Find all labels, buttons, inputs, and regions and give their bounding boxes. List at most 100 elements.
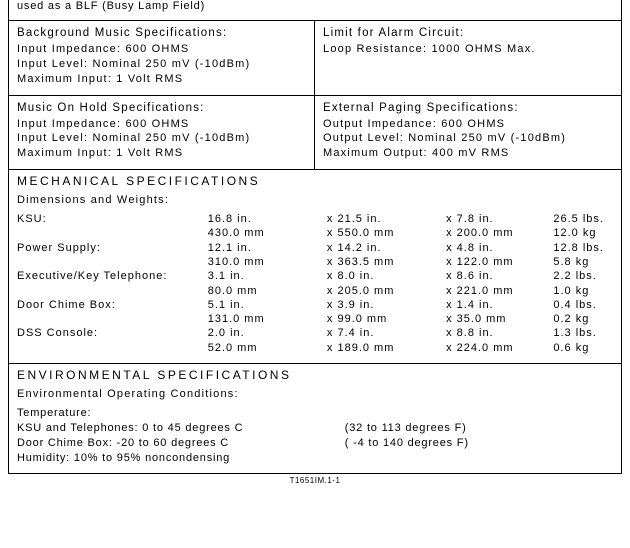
env-title: ENVIRONMENTAL SPECIFICATIONS — [17, 368, 613, 382]
alarm-cell: Limit for Alarm Circuit: Loop Resistance… — [315, 21, 621, 95]
paging-title: External Paging Specifications: — [323, 102, 613, 114]
env-cell: ENVIRONMENTAL SPECIFICATIONS Environment… — [9, 364, 621, 473]
item-name: Executive/Key Telephone: — [17, 269, 208, 283]
dim-a: 80.0 mm — [208, 284, 327, 298]
mech-cell: MECHANICAL SPECIFICATIONS Dimensions and… — [9, 170, 621, 363]
env-temp: Temperature: — [17, 406, 613, 421]
dim-a: 12.1 in. — [208, 241, 327, 255]
item-name — [17, 284, 208, 298]
dim-c: x 35.0 mm — [446, 312, 553, 326]
weight: 0.6 kg — [553, 341, 613, 355]
table-row: 80.0 mmx 205.0 mmx 221.0 mm1.0 kg — [17, 284, 613, 298]
dim-b: x 21.5 in. — [327, 212, 446, 226]
dim-a: 3.1 in. — [208, 269, 327, 283]
weight: 0.2 kg — [553, 312, 613, 326]
dim-a: 2.0 in. — [208, 326, 327, 340]
dim-a: 310.0 mm — [208, 255, 327, 269]
blf-row: used as a BLF (Busy Lamp Field) — [9, 0, 621, 21]
env-line: KSU and Telephones: 0 to 45 degrees C — [17, 421, 345, 436]
dim-c: x 221.0 mm — [446, 284, 553, 298]
blf-text: used as a BLF (Busy Lamp Field) — [17, 0, 205, 12]
spec-line: Maximum Output: 400 mV RMS — [323, 146, 613, 161]
spec-sheet: used as a BLF (Busy Lamp Field) Backgrou… — [8, 0, 622, 474]
spec-line: Input Level: Nominal 250 mV (-10dBm) — [17, 131, 306, 146]
dim-c: x 7.8 in. — [446, 212, 553, 226]
env-line: Door Chime Box: -20 to 60 degrees C — [17, 436, 345, 451]
alarm-title: Limit for Alarm Circuit: — [323, 27, 613, 39]
dim-c: x 8.6 in. — [446, 269, 553, 283]
weight: 2.2 lbs. — [553, 269, 613, 283]
spec-line: Maximum Input: 1 Volt RMS — [17, 72, 306, 87]
dim-b: x 8.0 in. — [327, 269, 446, 283]
dim-b: x 550.0 mm — [327, 226, 446, 240]
footer-code: T1651IM.1-1 — [0, 476, 630, 485]
dim-b: x 363.5 mm — [327, 255, 446, 269]
dim-a: 16.8 in. — [208, 212, 327, 226]
weight: 26.5 lbs. — [553, 212, 613, 226]
dim-a: 131.0 mm — [208, 312, 327, 326]
spec-line: Input Level: Nominal 250 mV (-10dBm) — [17, 57, 306, 72]
item-name — [17, 341, 208, 355]
table-row: 430.0 mmx 550.0 mmx 200.0 mm12.0 kg — [17, 226, 613, 240]
weight: 0.4 lbs. — [553, 298, 613, 312]
dim-b: x 205.0 mm — [327, 284, 446, 298]
item-name: KSU: — [17, 212, 208, 226]
item-name: DSS Console: — [17, 326, 208, 340]
item-name: Power Supply: — [17, 241, 208, 255]
row-mech: MECHANICAL SPECIFICATIONS Dimensions and… — [9, 170, 621, 364]
item-name: Door Chime Box: — [17, 298, 208, 312]
table-row: Executive/Key Telephone:3.1 in.x 8.0 in.… — [17, 269, 613, 283]
weight: 5.8 kg — [553, 255, 613, 269]
mech-table: KSU:16.8 in.x 21.5 in.x 7.8 in.26.5 lbs.… — [17, 212, 613, 355]
dim-b: x 99.0 mm — [327, 312, 446, 326]
dim-c: x 122.0 mm — [446, 255, 553, 269]
bg-music-title: Background Music Specifications: — [17, 27, 306, 39]
weight: 1.3 lbs. — [553, 326, 613, 340]
dim-c: x 200.0 mm — [446, 226, 553, 240]
mech-title: MECHANICAL SPECIFICATIONS — [17, 174, 613, 188]
env-row: KSU and Telephones: 0 to 45 degrees C (3… — [17, 421, 613, 436]
dim-a: 5.1 in. — [208, 298, 327, 312]
spec-line: Input Impedance: 600 OHMS — [17, 42, 306, 57]
dim-b: x 189.0 mm — [327, 341, 446, 355]
env-sub: Environmental Operating Conditions: — [17, 388, 613, 400]
dim-c: x 224.0 mm — [446, 341, 553, 355]
paging-cell: External Paging Specifications: Output I… — [315, 96, 621, 170]
item-name — [17, 226, 208, 240]
dim-c: x 8.8 in. — [446, 326, 553, 340]
moh-cell: Music On Hold Specifications: Input Impe… — [9, 96, 315, 170]
spec-line: Input Impedance: 600 OHMS — [17, 117, 306, 132]
row-audio-1: Background Music Specifications: Input I… — [9, 21, 621, 96]
weight: 12.0 kg — [553, 226, 613, 240]
weight: 1.0 kg — [553, 284, 613, 298]
bg-music-cell: Background Music Specifications: Input I… — [9, 21, 315, 95]
item-name — [17, 255, 208, 269]
dim-b: x 14.2 in. — [327, 241, 446, 255]
weight: 12.8 lbs. — [553, 241, 613, 255]
row-audio-2: Music On Hold Specifications: Input Impe… — [9, 96, 621, 171]
spec-line: Maximum Input: 1 Volt RMS — [17, 146, 306, 161]
dim-a: 430.0 mm — [208, 226, 327, 240]
dim-b: x 7.4 in. — [327, 326, 446, 340]
table-row: Power Supply:12.1 in.x 14.2 in.x 4.8 in.… — [17, 241, 613, 255]
moh-title: Music On Hold Specifications: — [17, 102, 306, 114]
table-row: KSU:16.8 in.x 21.5 in.x 7.8 in.26.5 lbs. — [17, 212, 613, 226]
spec-line: Output Level: Nominal 250 mV (-10dBm) — [323, 131, 613, 146]
row-env: ENVIRONMENTAL SPECIFICATIONS Environment… — [9, 364, 621, 473]
item-name — [17, 312, 208, 326]
table-row: DSS Console:2.0 in.x 7.4 in.x 8.8 in.1.3… — [17, 326, 613, 340]
env-humidity: Humidity: 10% to 95% noncondensing — [17, 451, 613, 466]
env-line: ( -4 to 140 degrees F) — [345, 436, 613, 451]
env-row: Door Chime Box: -20 to 60 degrees C ( -4… — [17, 436, 613, 451]
table-row: 131.0 mmx 99.0 mmx 35.0 mm0.2 kg — [17, 312, 613, 326]
dim-c: x 4.8 in. — [446, 241, 553, 255]
env-line: (32 to 113 degrees F) — [345, 421, 613, 436]
dim-a: 52.0 mm — [208, 341, 327, 355]
table-row: 52.0 mmx 189.0 mmx 224.0 mm0.6 kg — [17, 341, 613, 355]
dim-b: x 3.9 in. — [327, 298, 446, 312]
spec-line: Loop Resistance: 1000 OHMS Max. — [323, 42, 613, 57]
mech-dim: Dimensions and Weights: — [17, 194, 613, 206]
table-row: Door Chime Box:5.1 in.x 3.9 in.x 1.4 in.… — [17, 298, 613, 312]
table-row: 310.0 mmx 363.5 mmx 122.0 mm5.8 kg — [17, 255, 613, 269]
dim-c: x 1.4 in. — [446, 298, 553, 312]
